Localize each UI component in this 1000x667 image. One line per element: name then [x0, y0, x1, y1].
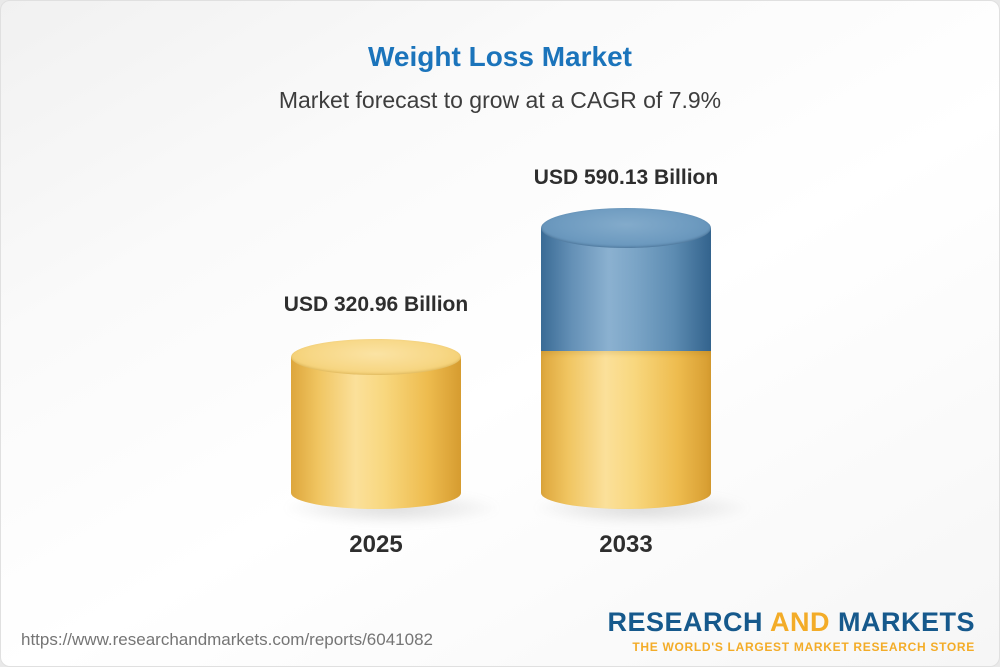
bar-2033-upper-body — [541, 228, 711, 351]
bar-2025-top-cap — [291, 339, 461, 375]
report-url-link[interactable]: https://www.researchandmarkets.com/repor… — [21, 630, 433, 649]
page-title: Weight Loss Market — [368, 41, 632, 72]
value-label-2025: USD 320.96 Billion — [283, 293, 469, 316]
chart-subtitle: Market forecast to grow at a CAGR of 7.9… — [278, 87, 722, 113]
bar-2033-cylinder — [541, 208, 711, 524]
x-axis-label-2025: 2025 — [349, 531, 403, 558]
research-and-markets-logo: RESEARCH AND MARKETS THE WORLD'S LARGEST… — [607, 607, 975, 654]
bar-2025-body — [291, 357, 461, 509]
logo-tagline: THE WORLD'S LARGEST MARKET RESEARCH STOR… — [632, 640, 975, 654]
bar-2033-lower-body — [541, 351, 711, 509]
logo-word-markets: MARKETS — [838, 607, 975, 637]
x-axis-label-2033: 2033 — [599, 531, 653, 558]
bar-2025-cylinder — [291, 339, 461, 525]
bar-2033-top-cap — [541, 208, 711, 248]
value-label-2033: USD 590.13 Billion — [533, 166, 719, 189]
logo-wordmark: RESEARCH AND MARKETS — [607, 607, 975, 638]
logo-word-and: AND — [769, 607, 830, 637]
logo-word-research: RESEARCH — [607, 607, 763, 637]
